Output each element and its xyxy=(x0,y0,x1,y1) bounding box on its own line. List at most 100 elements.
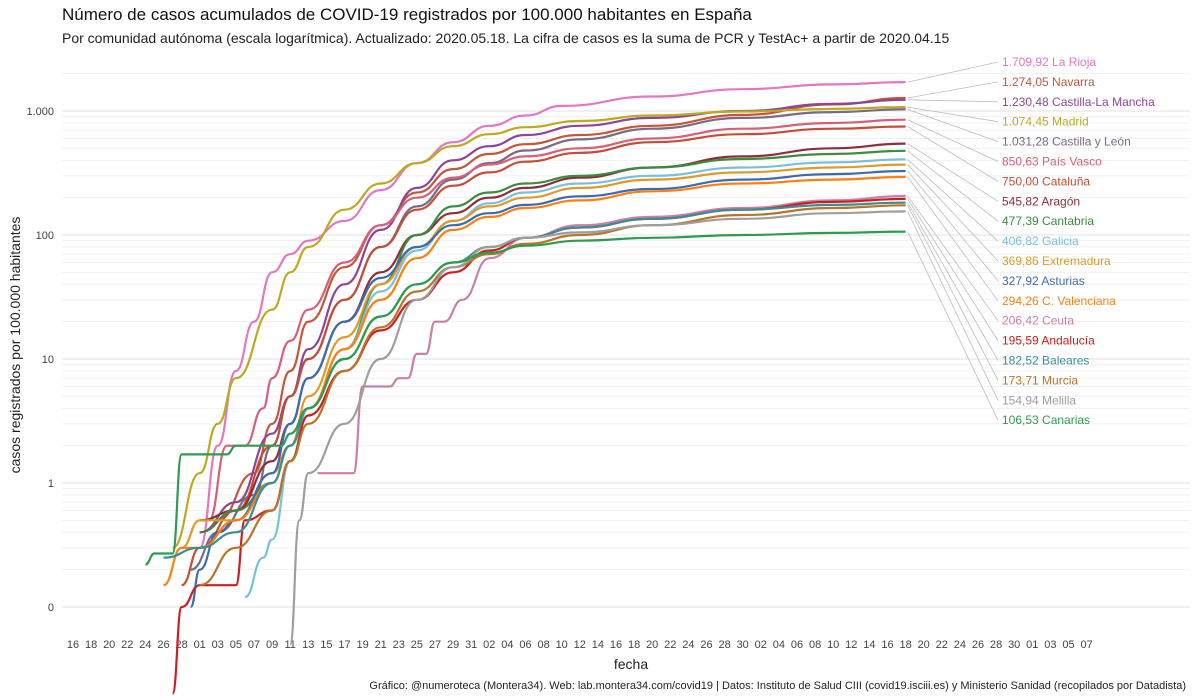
label-leader-line xyxy=(907,143,999,202)
y-axis-title: casos registrados por 100.000 habitantes xyxy=(7,217,23,474)
series-labels: 1.709,92 La Rioja 1.274,05 Navarra 1.230,4… xyxy=(907,55,1155,427)
series-line xyxy=(198,81,906,549)
y-tick-label: 100 xyxy=(36,230,54,242)
x-tick-label: 31 xyxy=(465,639,477,651)
x-tick-label: 12 xyxy=(574,639,586,651)
y-tick-label: 1 xyxy=(48,478,54,490)
grid xyxy=(62,73,1190,608)
label-leader-line xyxy=(907,126,999,182)
x-tick-label: 25 xyxy=(411,639,423,651)
x-tick-label: 30 xyxy=(1008,639,1020,651)
series-line xyxy=(289,210,906,646)
series-line xyxy=(172,106,906,549)
series-end-label: 1.074,45 Madrid xyxy=(1002,115,1089,129)
y-tick-label: 1.000 xyxy=(26,106,54,118)
label-leader-line xyxy=(907,81,999,99)
y-tick-label: 0 xyxy=(48,602,54,614)
label-leader-line xyxy=(907,176,999,302)
series-end-label: 327,92 Asturias xyxy=(1002,274,1085,288)
y-axis: 0 1 10 100 1.000 xyxy=(26,106,54,614)
x-tick-label: 24 xyxy=(954,639,966,651)
x-tick-label: 05 xyxy=(1062,639,1074,651)
x-tick-label: 01 xyxy=(194,639,206,651)
chart-caption: Gráfico: @numeroteca (Montera34). Web: l… xyxy=(369,680,1186,692)
x-tick-label: 24 xyxy=(682,639,694,651)
series-end-label: 1.709,92 La Rioja xyxy=(1002,55,1096,69)
y-tick-label: 10 xyxy=(42,354,54,366)
x-tick-label: 13 xyxy=(302,639,314,651)
label-leader-line xyxy=(907,211,999,401)
x-tick-label: 16 xyxy=(67,639,79,651)
series-end-label: 182,52 Baleares xyxy=(1002,354,1089,368)
x-tick-label: 03 xyxy=(1044,639,1056,651)
x-tick-label: 05 xyxy=(230,639,242,651)
series-end-label: 195,59 Andalucía xyxy=(1002,334,1095,348)
label-leader-line xyxy=(907,159,999,242)
x-tick-label: 01 xyxy=(1026,639,1038,651)
series-end-label: 1.230,48 Castilla-La Mancha xyxy=(1002,95,1155,109)
x-axis-title: fecha xyxy=(614,656,648,672)
label-leader-line xyxy=(907,119,999,162)
x-tick-label: 21 xyxy=(375,639,387,651)
label-leader-line xyxy=(907,61,999,83)
x-tick-label: 15 xyxy=(320,639,332,651)
series-end-label: 154,94 Melilla xyxy=(1002,393,1076,407)
x-tick-label: 23 xyxy=(393,639,405,651)
x-tick-label: 10 xyxy=(556,639,568,651)
x-tick-label: 10 xyxy=(827,639,839,651)
x-tick-label: 19 xyxy=(356,639,368,651)
series-end-label: 1.274,05 Navarra xyxy=(1002,75,1095,89)
x-tick-label: 16 xyxy=(610,639,622,651)
x-tick-label: 29 xyxy=(447,639,459,651)
x-tick-label: 26 xyxy=(157,639,169,651)
x-tick-label: 16 xyxy=(881,639,893,651)
x-tick-label: 02 xyxy=(483,639,495,651)
x-tick-label: 28 xyxy=(718,639,730,651)
x-tick-label: 04 xyxy=(773,639,785,651)
x-tick-label: 27 xyxy=(429,639,441,651)
series-end-label: 369,86 Extremadura xyxy=(1002,254,1111,268)
label-leader-line xyxy=(907,150,999,222)
x-axis: 16 18 20 22 24 26 28 01 03 05 07 09 11 13 15 17 19 21 23 25… xyxy=(67,639,1093,651)
series-end-label: 406,82 Galicia xyxy=(1002,234,1079,248)
label-leader-line xyxy=(907,231,999,421)
x-tick-label: 18 xyxy=(628,639,640,651)
x-tick-label: 06 xyxy=(519,639,531,651)
series-end-label: 477,39 Cantabria xyxy=(1002,214,1094,228)
x-tick-label: 07 xyxy=(1080,639,1092,651)
series-line xyxy=(181,163,906,549)
x-tick-label: 14 xyxy=(863,639,875,651)
x-tick-label: 22 xyxy=(936,639,948,651)
x-tick-label: 08 xyxy=(537,639,549,651)
label-leader-line xyxy=(907,99,999,103)
x-tick-label: 12 xyxy=(845,639,857,651)
x-tick-label: 18 xyxy=(899,639,911,651)
label-leader-line xyxy=(907,202,999,361)
x-tick-label: 22 xyxy=(664,639,676,651)
series-line xyxy=(317,194,906,475)
series-end-label: 1.031,28 Castilla y León xyxy=(1002,135,1131,149)
x-tick-label: 14 xyxy=(592,639,604,651)
x-tick-label: 02 xyxy=(755,639,767,651)
label-leader-line xyxy=(907,205,999,381)
series-end-label: 850,63 País Vasco xyxy=(1002,155,1102,169)
series-line xyxy=(190,108,906,571)
series-end-label: 545,82 Aragón xyxy=(1002,194,1080,208)
x-tick-label: 06 xyxy=(791,639,803,651)
x-tick-label: 08 xyxy=(809,639,821,651)
x-tick-label: 28 xyxy=(990,639,1002,651)
label-leader-line xyxy=(907,170,999,282)
x-tick-label: 26 xyxy=(700,639,712,651)
x-tick-label: 20 xyxy=(646,639,658,651)
series-line xyxy=(145,230,906,566)
label-leader-line xyxy=(907,195,999,321)
x-tick-label: 26 xyxy=(972,639,984,651)
series-end-label: 106,53 Canarias xyxy=(1002,413,1090,427)
series-end-label: 750,00 Cataluña xyxy=(1002,174,1090,188)
label-leader-line xyxy=(907,198,999,341)
x-tick-label: 09 xyxy=(266,639,278,651)
series-line xyxy=(199,149,906,534)
series-line xyxy=(199,204,906,587)
series-end-label: 173,71 Murcia xyxy=(1002,373,1078,387)
